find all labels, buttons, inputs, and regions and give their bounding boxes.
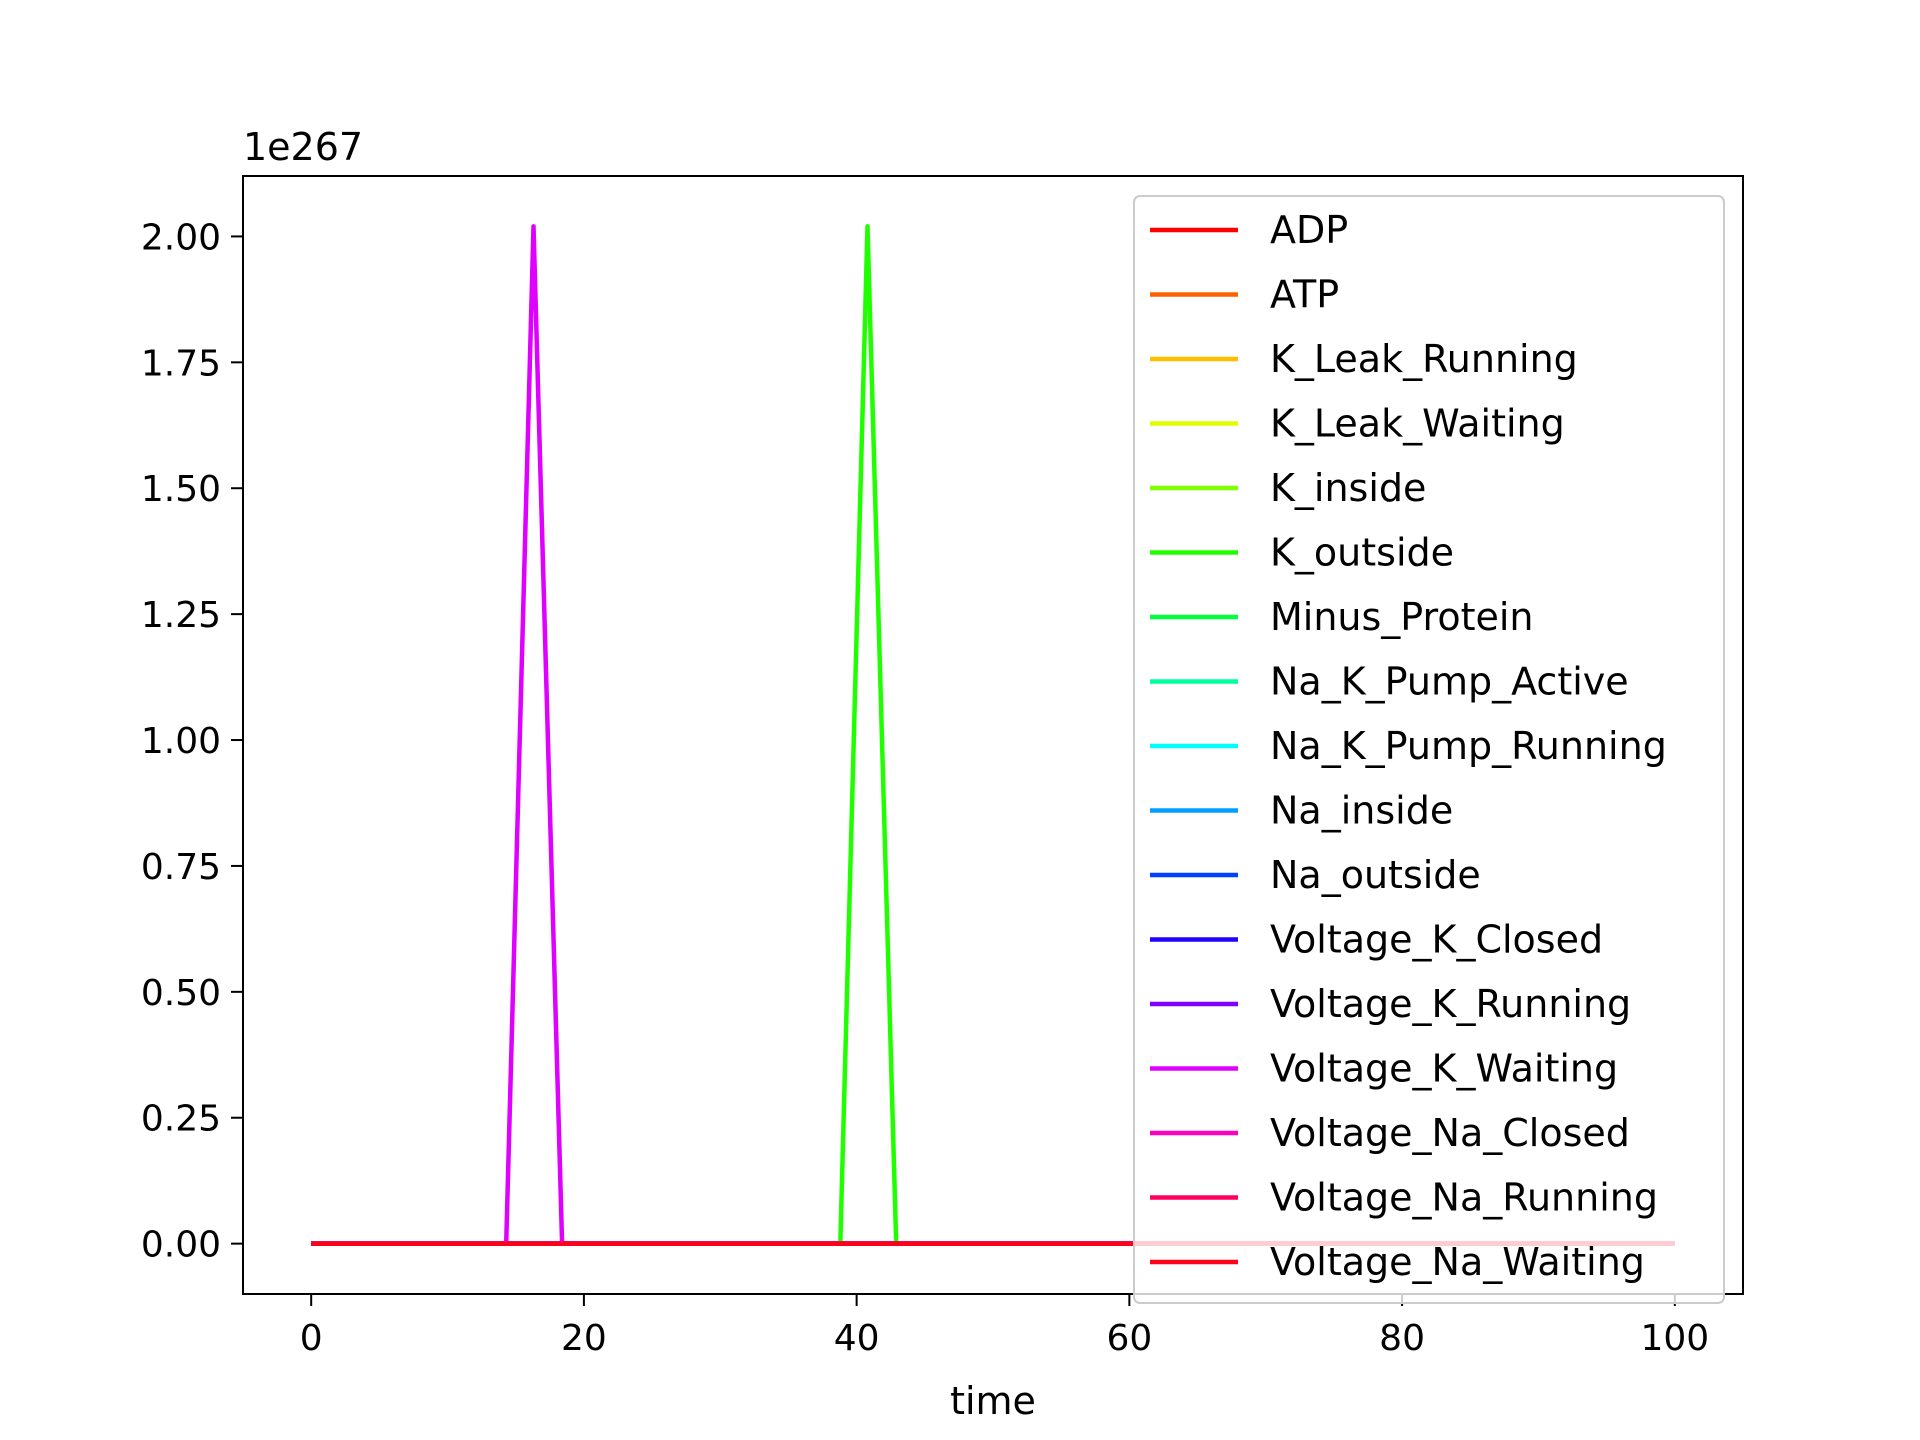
legend-label: Voltage_Na_Closed bbox=[1270, 1111, 1630, 1155]
legend-label: K_Leak_Waiting bbox=[1270, 402, 1565, 446]
y-tick-label: 1.50 bbox=[141, 469, 221, 510]
x-axis: 0 20 40 60 80 100 bbox=[300, 1294, 1709, 1359]
legend-label: Voltage_K_Running bbox=[1270, 982, 1631, 1026]
legend-label: K_inside bbox=[1270, 466, 1426, 510]
y-tick-label: 1.75 bbox=[141, 343, 221, 384]
legend-label: ADP bbox=[1270, 208, 1348, 252]
x-tick-label: 80 bbox=[1379, 1318, 1425, 1359]
y-tick-label: 1.25 bbox=[141, 595, 221, 636]
legend-label: Voltage_Na_Running bbox=[1270, 1176, 1658, 1220]
legend-label: Voltage_K_Closed bbox=[1270, 918, 1603, 962]
legend-label: Na_K_Pump_Running bbox=[1270, 724, 1667, 768]
y-tick-label: 0.50 bbox=[141, 973, 221, 1014]
x-tick-label: 100 bbox=[1640, 1318, 1709, 1359]
y-tick-label: 2.00 bbox=[141, 217, 221, 258]
y-tick-label: 0.00 bbox=[141, 1225, 221, 1266]
y-tick-label: 0.25 bbox=[141, 1099, 221, 1140]
legend-label: Na_outside bbox=[1270, 853, 1481, 897]
legend-label: ATP bbox=[1270, 273, 1339, 317]
legend-label: Voltage_Na_Waiting bbox=[1270, 1240, 1645, 1284]
legend-label: Minus_Protein bbox=[1270, 595, 1534, 639]
y-tick-label: 1.00 bbox=[141, 721, 221, 762]
axes-frame bbox=[242, 175, 1744, 1295]
legend-label: Voltage_K_Waiting bbox=[1270, 1047, 1618, 1091]
x-tick-label: 0 bbox=[300, 1318, 323, 1359]
legend-box bbox=[1133, 195, 1725, 1304]
legend-label: K_outside bbox=[1270, 531, 1454, 575]
legend-label: Na_K_Pump_Active bbox=[1270, 660, 1629, 704]
x-tick-label: 40 bbox=[834, 1318, 880, 1359]
x-axis-label: time bbox=[950, 1379, 1036, 1423]
x-tick-label: 60 bbox=[1106, 1318, 1152, 1359]
y-axis: 0.00 0.25 0.50 0.75 1.00 1.25 1.50 1.75 2.00 bbox=[141, 217, 243, 1266]
x-tick-label: 20 bbox=[561, 1318, 607, 1359]
legend: ADP ATP K_Leak_Running K_Leak_Waiting K_insi… bbox=[1133, 195, 1725, 1304]
legend-label: Na_inside bbox=[1270, 789, 1453, 833]
legend-label: K_Leak_Running bbox=[1270, 337, 1578, 381]
y-tick-label: 0.75 bbox=[141, 847, 221, 888]
y-offset-label: 1e267 bbox=[243, 125, 363, 169]
